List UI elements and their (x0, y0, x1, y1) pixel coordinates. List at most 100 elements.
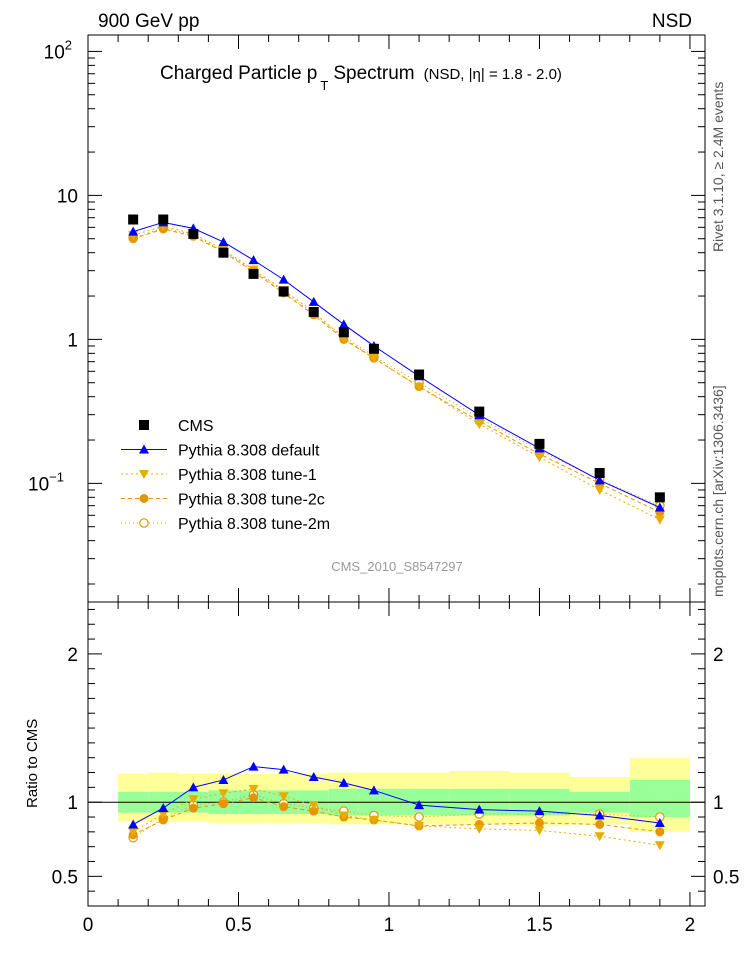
upper-data-point (308, 296, 319, 306)
legend-marker (139, 518, 149, 528)
ratio-data-point (414, 800, 425, 810)
upper-data-point (654, 492, 665, 503)
legend-marker (139, 494, 149, 503)
process-label: NSD (652, 11, 692, 32)
ratio-data-point (128, 819, 139, 829)
upper-data-point (188, 228, 199, 239)
upper-data-point (368, 354, 379, 364)
ratio-data-point (474, 824, 485, 834)
upper-data-point (594, 468, 605, 479)
ratio-series-line (132, 788, 660, 846)
ratio-uncertainty-bands (118, 757, 690, 832)
legend-label: CMS (178, 418, 214, 435)
ratio-data-point (249, 793, 259, 803)
upper-data-point (414, 369, 425, 380)
legend-marker (139, 470, 149, 479)
upper-data-point (338, 319, 349, 329)
ratio-data-point (218, 789, 229, 799)
upper-y-tick-label: 102 (44, 37, 72, 63)
legend-label: Pythia 8.308 tune-2m (178, 516, 330, 533)
ratio-data-point (279, 802, 289, 812)
upper-data-point (654, 502, 665, 512)
ratio-data-point (534, 818, 544, 828)
upper-data-point (474, 406, 485, 417)
upper-axes: 102 10 1 10−1 (28, 35, 705, 602)
ratio-series-line (132, 797, 660, 836)
ratio-data-point (654, 841, 665, 851)
ratio-data-point (278, 764, 289, 774)
upper-data-point (594, 485, 605, 495)
upper-data-point (474, 420, 485, 430)
lower-axes: 0.5 0.5 1 1 2 2 0 0.5 1 1.5 2 (52, 602, 739, 936)
upper-y-tick-exponent: −1 (49, 469, 64, 484)
lower-series (128, 761, 665, 851)
watermark: CMS_2010_S8547297 (331, 559, 463, 574)
upper-series-line (132, 228, 661, 513)
ratio-data-point (158, 803, 169, 813)
chart-title-rest: Spectrum (333, 63, 414, 84)
upper-data-point (218, 247, 229, 258)
x-tick-label: 0 (83, 915, 94, 936)
ratio-data-point (474, 804, 485, 814)
ratio-series-line (132, 766, 660, 825)
ratio-data-point (158, 815, 168, 825)
ratio-data-point (158, 810, 169, 820)
upper-data-point (534, 453, 545, 463)
x-tick-label: 1 (384, 915, 395, 936)
ratio-data-point (278, 792, 289, 802)
ratio-data-point (218, 774, 229, 784)
x-tick-label: 1.5 (526, 915, 552, 936)
ratio-data-point (188, 795, 199, 805)
lower-y-tick-label: 0.5 (52, 867, 78, 888)
lower-plot-frame (87, 601, 706, 907)
upper-series (128, 214, 665, 525)
ratio-data-point (248, 784, 259, 794)
mcplots-label: mcplots.cern.ch [arXiv:1306.3436] (710, 385, 726, 597)
upper-data-point (654, 515, 665, 525)
upper-data-point (278, 274, 289, 284)
upper-data-point (534, 438, 545, 449)
ratio-data-point (309, 806, 319, 816)
ratio-data-point (654, 817, 665, 827)
chart-title-note: (NSD, |η| = 1.8 - 2.0) (424, 66, 562, 83)
ratio-data-point (534, 826, 545, 836)
chart-title: Charged Particle pT Spectrum (NSD, |η| = 1… (160, 63, 562, 93)
ratio-data-point (414, 812, 424, 822)
ratio-data-point (414, 821, 425, 831)
upper-series-line (132, 221, 661, 508)
upper-data-point (128, 226, 139, 236)
upper-data-point (594, 475, 605, 485)
ratio-data-point (188, 803, 198, 813)
ratio-data-point (655, 827, 665, 837)
ratio-data-point (308, 771, 319, 781)
upper-data-point (368, 343, 379, 354)
upper-data-point (308, 306, 319, 317)
x-tick-label: 0.5 (225, 915, 251, 936)
ratio-data-point (218, 799, 228, 809)
lower-y-tick-label-right: 0.5 (713, 867, 739, 888)
ratio-data-point (338, 811, 349, 821)
ratio-data-point (595, 819, 605, 829)
ratio-data-point (594, 832, 605, 842)
legend: CMS Pythia 8.308 default Pythia 8.308 tune… (121, 418, 330, 533)
chart-title-main: Charged Particle p (160, 63, 317, 84)
ratio-data-point (128, 827, 139, 837)
legend-marker (139, 444, 149, 454)
chart-title-sub: T (320, 78, 328, 93)
upper-data-point (218, 236, 229, 246)
lower-y-tick-label: 1 (67, 793, 78, 814)
upper-y-tick-label: 10−1 (28, 469, 64, 495)
ratio-data-point (248, 761, 259, 771)
lower-plot (87, 601, 706, 907)
upper-data-point (128, 214, 139, 225)
upper-y-tick-exponent: 2 (65, 37, 72, 52)
upper-data-point (248, 255, 259, 265)
ratio-data-point (368, 815, 379, 825)
ratio-data-point (368, 785, 379, 795)
ratio-data-point (308, 801, 319, 811)
ratio-data-point (338, 777, 349, 787)
ratio-axis-label: Ratio to CMS (24, 719, 41, 808)
lower-y-tick-label: 2 (67, 645, 78, 666)
upper-data-point (278, 286, 289, 297)
